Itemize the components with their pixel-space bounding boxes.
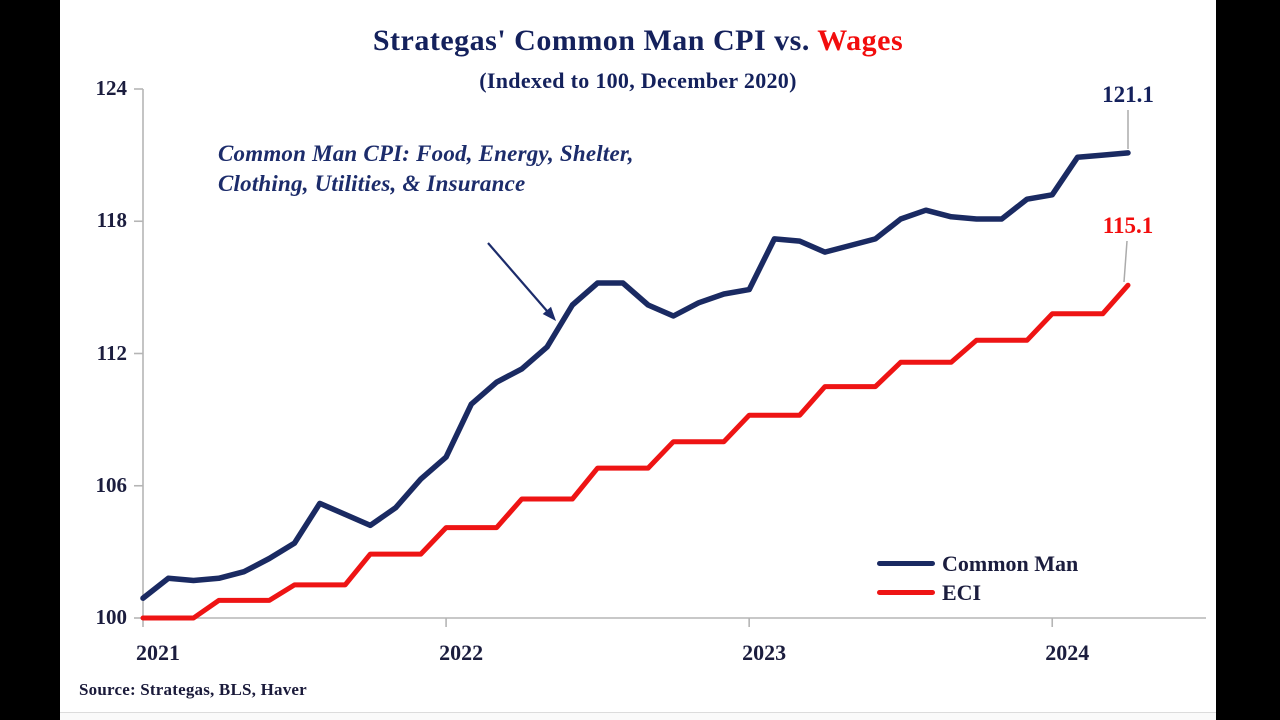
eci-end-value-label: 115.1 — [1102, 213, 1154, 238]
letterbox-left-bar — [0, 0, 60, 720]
x-tick-label: 2023 — [742, 640, 787, 665]
legend-label-common-man: Common Man — [942, 550, 1079, 576]
annotation-arrow-shaft — [487, 242, 548, 312]
chart-title: Strategas' Common Man CPI vs. Wages — [60, 24, 1216, 58]
chart-subtitle: (Indexed to 100, December 2020) — [479, 68, 797, 93]
bottom-edge-line — [60, 712, 1216, 713]
x-tick-label: 2021 — [136, 640, 180, 665]
series-line-eci — [140, 282, 1131, 621]
chart-title-main: Strategas' Common Man CPI vs. — [372, 24, 818, 57]
y-tick-label: 106 — [95, 472, 128, 497]
eci-line-swatch — [877, 590, 935, 595]
legend: Common Man ECI — [877, 549, 1078, 607]
x-tick-label: 2022 — [439, 640, 484, 665]
x-tick-label: 2024 — [1045, 640, 1090, 665]
legend-item-common-man: Common Man — [877, 549, 1078, 578]
series-line-common-man — [140, 150, 1131, 601]
annotation-line2: Clothing, Utilities, & Insurance — [218, 171, 526, 196]
y-tick-label: 112 — [96, 340, 127, 365]
chart-title-highlight: Wages — [817, 24, 904, 57]
common-man-end-value-label: 121.1 — [1102, 82, 1154, 107]
common-man-line-swatch — [877, 561, 935, 566]
source-note: Source: Strategas, BLS, Haver — [79, 680, 307, 699]
annotation-text: Common Man CPI: Food, Energy, Shelter, C… — [218, 139, 634, 199]
eci-label-leader-line — [1123, 240, 1128, 283]
annotation-line1: Common Man CPI: Food, Energy, Shelter, — [218, 141, 634, 166]
annotation-arrow-head — [542, 306, 556, 321]
y-tick-label: 124 — [95, 76, 128, 100]
bottom-edge-strip — [60, 713, 1216, 720]
legend-label-eci: ECI — [942, 579, 982, 605]
letterbox-right-bar — [1216, 0, 1280, 720]
y-tick-label: 118 — [96, 208, 127, 233]
y-tick-label: 100 — [95, 605, 128, 629]
legend-item-eci: ECI — [877, 578, 1078, 607]
